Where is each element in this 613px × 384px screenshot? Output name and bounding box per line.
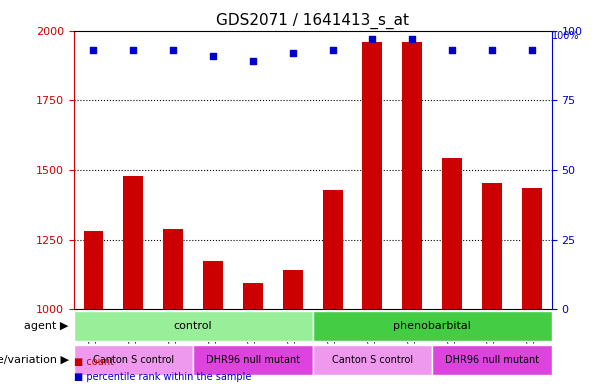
Bar bbox=[283, 270, 303, 384]
Text: genotype/variation ▶: genotype/variation ▶ bbox=[0, 354, 69, 364]
Point bbox=[88, 47, 98, 53]
Point bbox=[129, 47, 139, 53]
FancyBboxPatch shape bbox=[193, 344, 313, 375]
Bar bbox=[243, 283, 263, 384]
FancyBboxPatch shape bbox=[313, 311, 552, 341]
Bar bbox=[123, 175, 143, 384]
Text: ■ count: ■ count bbox=[74, 357, 113, 367]
Text: phenobarbital: phenobarbital bbox=[393, 321, 471, 331]
Bar bbox=[83, 232, 104, 384]
Bar bbox=[362, 42, 383, 384]
FancyBboxPatch shape bbox=[74, 311, 313, 341]
Bar bbox=[522, 188, 542, 384]
Text: control: control bbox=[173, 321, 213, 331]
Bar bbox=[402, 42, 422, 384]
Point bbox=[407, 36, 417, 42]
Bar bbox=[203, 261, 223, 384]
Text: agent ▶: agent ▶ bbox=[25, 321, 69, 331]
Point bbox=[447, 47, 457, 53]
Point bbox=[487, 47, 497, 53]
Text: Canton S control: Canton S control bbox=[332, 354, 413, 364]
Text: ■ percentile rank within the sample: ■ percentile rank within the sample bbox=[74, 372, 251, 382]
Point bbox=[368, 36, 378, 42]
Text: 100%: 100% bbox=[552, 31, 579, 41]
Point bbox=[527, 47, 537, 53]
FancyBboxPatch shape bbox=[74, 344, 193, 375]
FancyBboxPatch shape bbox=[432, 344, 552, 375]
FancyBboxPatch shape bbox=[313, 344, 432, 375]
Point bbox=[248, 58, 258, 65]
Text: DHR96 null mutant: DHR96 null mutant bbox=[206, 354, 300, 364]
Point bbox=[208, 53, 218, 59]
Point bbox=[328, 47, 338, 53]
Point bbox=[168, 47, 178, 53]
Text: DHR96 null mutant: DHR96 null mutant bbox=[445, 354, 539, 364]
Text: Canton S control: Canton S control bbox=[93, 354, 174, 364]
Bar bbox=[482, 183, 502, 384]
Point bbox=[288, 50, 298, 56]
Bar bbox=[163, 228, 183, 384]
Title: GDS2071 / 1641413_s_at: GDS2071 / 1641413_s_at bbox=[216, 13, 409, 29]
Bar bbox=[442, 157, 462, 384]
Bar bbox=[322, 190, 343, 384]
